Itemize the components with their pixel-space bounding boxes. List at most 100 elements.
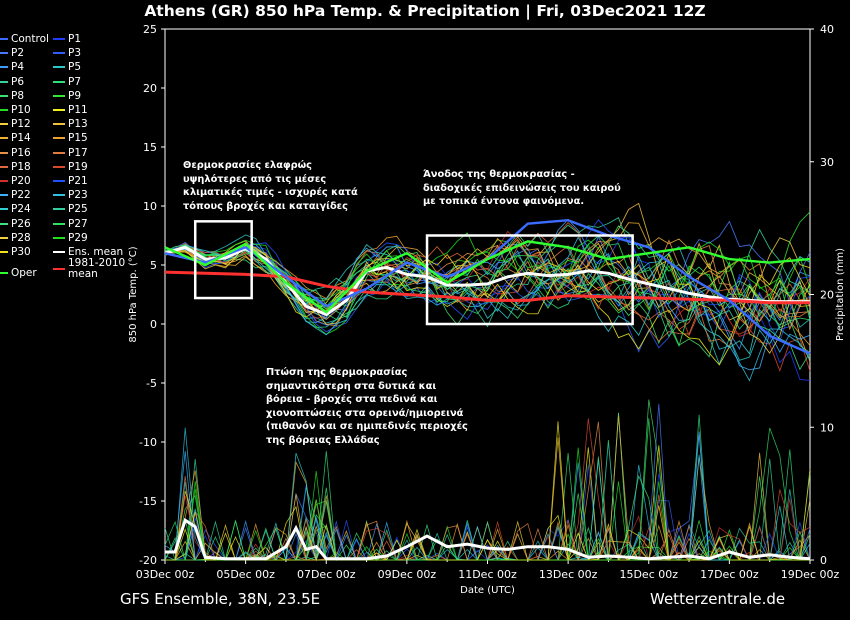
legend-swatch xyxy=(53,194,65,197)
legend-swatch xyxy=(53,208,65,211)
legend-label: P9 xyxy=(68,89,82,102)
ensemble-member-temp-line xyxy=(164,237,811,321)
legend-label: Oper xyxy=(11,267,37,280)
legend-swatch xyxy=(53,151,65,154)
annotation-line: (πιθανόν και σε ημιπεδινές περιοχές xyxy=(266,421,468,432)
legend-item: P10 xyxy=(0,104,31,116)
x-tick-label: 17Dec 00z xyxy=(700,568,759,581)
legend-label: P25 xyxy=(68,203,88,216)
legend-item: P18 xyxy=(0,161,31,173)
legend-swatch xyxy=(0,38,8,40)
ensemble-member-precip-line xyxy=(165,452,811,561)
legend-item: P17 xyxy=(53,147,88,159)
model-info: GFS Ensemble, 38N, 23.5E xyxy=(120,590,321,608)
legend-item: P6 xyxy=(0,76,24,88)
y-tick-label: 15 xyxy=(143,141,157,154)
series-oper-temp xyxy=(164,240,811,314)
legend-item: P21 xyxy=(53,175,88,187)
legend-item: P9 xyxy=(53,90,81,102)
annotation-cold-drop: Πτώση της θερμοκρασίας σημαντικότερη στα … xyxy=(266,366,468,447)
series-1981-2010-mean-temp xyxy=(164,270,810,305)
ensemble-member-temp-line xyxy=(164,219,811,343)
annotation-line: με τοπικά έντονα φαινόμενα. xyxy=(423,196,585,207)
ensemble-member-precip-line xyxy=(165,421,810,562)
legend-label: 1981-2010 mean xyxy=(68,257,126,281)
legend-label: P27 xyxy=(68,217,88,230)
legend-swatch xyxy=(53,180,65,182)
legend-swatch xyxy=(53,94,65,97)
legend-label: P1 xyxy=(68,33,82,45)
legend-label: P3 xyxy=(68,47,82,60)
ensemble-member-temp-line xyxy=(164,232,811,317)
annotation-line: τόπους βροχές και καταιγίδες xyxy=(183,200,348,212)
legend-swatch xyxy=(0,109,8,111)
legend-label: P2 xyxy=(11,47,25,60)
annotation-warm-period: Θερμοκρασίες ελαφρώς υψηλότερες από τις μ… xyxy=(183,159,358,213)
legend-swatch xyxy=(53,66,65,69)
legend-label: Control xyxy=(11,33,49,45)
annotation-line: διαδοχικές επιδεινώσεις του καιρού xyxy=(423,182,621,194)
legend-swatch xyxy=(53,52,65,55)
legend-item: P24 xyxy=(0,203,31,215)
legend-swatch xyxy=(0,272,8,275)
y-tick-label: 20 xyxy=(143,82,157,95)
legend-swatch xyxy=(53,123,65,126)
annotation-line: βόρεια - βροχές στα πεδινά και xyxy=(266,394,438,405)
legend-swatch xyxy=(53,268,65,271)
legend-label: P12 xyxy=(11,118,31,131)
legend-swatch xyxy=(0,52,8,55)
annotation-line: Πτώση της θερμοκρασίας xyxy=(266,367,408,378)
legend-swatch xyxy=(53,165,65,168)
legend-label: P13 xyxy=(68,118,88,131)
legend-item: Ens. mean xyxy=(53,246,123,258)
x-tick-label: 05Dec 00z xyxy=(216,568,275,581)
ensemble-member-temp-line xyxy=(164,241,811,371)
legend-item: P23 xyxy=(53,189,88,201)
legend-label: P5 xyxy=(68,61,82,74)
legend-swatch xyxy=(53,109,65,111)
legend-item: P7 xyxy=(53,76,81,88)
legend-swatch xyxy=(0,151,8,154)
ensemble-member-temp-line xyxy=(164,235,811,348)
legend-swatch xyxy=(0,236,8,239)
y-tick-label: -15 xyxy=(139,495,157,508)
x-tick-label: 09Dec 00z xyxy=(378,568,437,581)
annotation-line: Άνοδος της θερμοκρασίας - xyxy=(423,169,575,180)
legend-label: P16 xyxy=(11,146,31,159)
legend-label: Ens. mean xyxy=(68,246,124,258)
legend-label: P26 xyxy=(11,217,31,230)
y2-tick-label: 10 xyxy=(820,421,834,434)
annotation-rise-period: Άνοδος της θερμοκρασίας - διαδοχικές επιδ… xyxy=(423,168,621,209)
annotation-line: της βόρειας Ελλάδας xyxy=(266,434,380,446)
x-tick-label: 19Dec 00z xyxy=(781,568,840,581)
annotation-line: χιονοπτώσεις στα ορεινά/ημιορεινά xyxy=(266,407,464,419)
legend-item: P3 xyxy=(53,47,81,59)
y2-tick-label: 0 xyxy=(820,554,827,567)
y-tick-label: -20 xyxy=(139,554,157,567)
legend-label: P11 xyxy=(68,104,88,116)
legend-label: P28 xyxy=(11,231,31,244)
x-tick-label: 03Dec 00z xyxy=(136,568,195,581)
legend-label: P10 xyxy=(11,104,31,116)
legend-label: P15 xyxy=(68,132,88,145)
legend-item: P1 xyxy=(53,33,81,45)
legend-label: P29 xyxy=(68,231,88,244)
annotation-line: σημαντικότερη στα δυτικά και xyxy=(266,380,437,392)
legend-item: P26 xyxy=(0,218,31,230)
legend-swatch xyxy=(0,194,8,197)
y-tick-label: 25 xyxy=(143,23,157,36)
legend-item: 1981-2010 mean xyxy=(53,258,138,280)
legend-label: P24 xyxy=(11,203,31,216)
site-credit: Wetterzentrale.de xyxy=(650,590,786,608)
legend-swatch xyxy=(53,38,65,40)
legend-label: P8 xyxy=(11,89,25,102)
legend-swatch xyxy=(53,236,65,239)
y-tick-label: -5 xyxy=(146,377,157,390)
ensemble-member-precip-line xyxy=(165,399,811,562)
x-tick-label: 11Dec 00z xyxy=(458,568,517,581)
legend-swatch xyxy=(0,165,8,168)
x-tick-label: 15Dec 00z xyxy=(619,568,678,581)
legend-label: P4 xyxy=(11,61,25,74)
legend-label: P14 xyxy=(11,132,31,145)
chart-title: Athens (GR) 850 hPa Temp. & Precipitatio… xyxy=(144,2,706,20)
